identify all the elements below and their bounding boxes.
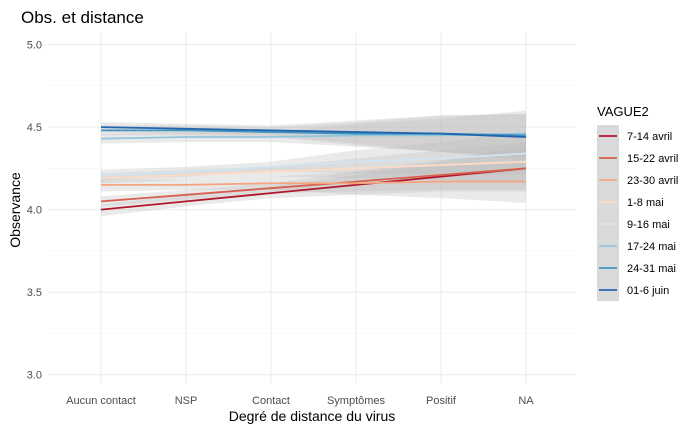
legend-title: VAGUE2 (597, 104, 649, 119)
series-line (100, 152, 527, 176)
series-line (100, 126, 527, 138)
x-tick-label: NA (518, 395, 534, 407)
y-axis-title: Observance (7, 172, 23, 248)
series-line (100, 167, 527, 211)
series-lines (100, 126, 527, 211)
legend-label: 7-14 avril (627, 131, 672, 143)
x-axis-ticks: Aucun contact NSP Contact Symptômes Positif N… (66, 395, 534, 407)
gridlines (48, 33, 576, 383)
legend-label: 24-31 mai (627, 263, 676, 275)
y-tick-label: 4.0 (27, 205, 42, 217)
x-tick-label: Positif (426, 395, 457, 407)
ci-band (101, 160, 526, 204)
y-tick-label: 3.5 (27, 287, 42, 299)
x-axis-title: Degré de distance du virus (229, 408, 396, 424)
legend-label: 1-8 mai (627, 197, 664, 209)
y-axis-ticks: 3.0 3.5 4.0 4.5 5.0 (27, 40, 42, 382)
legend: VAGUE2 7-14 avril 15-22 avril 23-30 avril 1… (597, 104, 678, 301)
x-tick-label: Contact (252, 395, 290, 407)
legend-label: 15-22 avril (627, 153, 678, 165)
y-tick-label: 5.0 (27, 40, 42, 52)
y-tick-label: 4.5 (27, 122, 42, 134)
x-tick-label: Symptômes (327, 395, 386, 407)
ci-band (101, 141, 526, 184)
series-line (100, 160, 527, 180)
legend-items: 7-14 avril 15-22 avril 23-30 avril 1-8 mai 9… (597, 125, 678, 301)
ci-band (101, 146, 526, 207)
series-line (101, 180, 526, 186)
legend-label: 23-30 avril (627, 175, 678, 187)
ci-band (101, 132, 526, 180)
x-tick-label: NSP (175, 395, 198, 407)
x-tick-label: Aucun contact (66, 395, 136, 407)
legend-label: 17-24 mai (627, 241, 676, 253)
plot-panel (48, 33, 576, 383)
chart-title: Obs. et distance (21, 8, 144, 27)
series-line (100, 167, 527, 203)
legend-label: 01-6 juin (627, 285, 669, 297)
legend-label: 9-16 mai (627, 219, 670, 231)
y-tick-label: 3.0 (27, 370, 42, 382)
